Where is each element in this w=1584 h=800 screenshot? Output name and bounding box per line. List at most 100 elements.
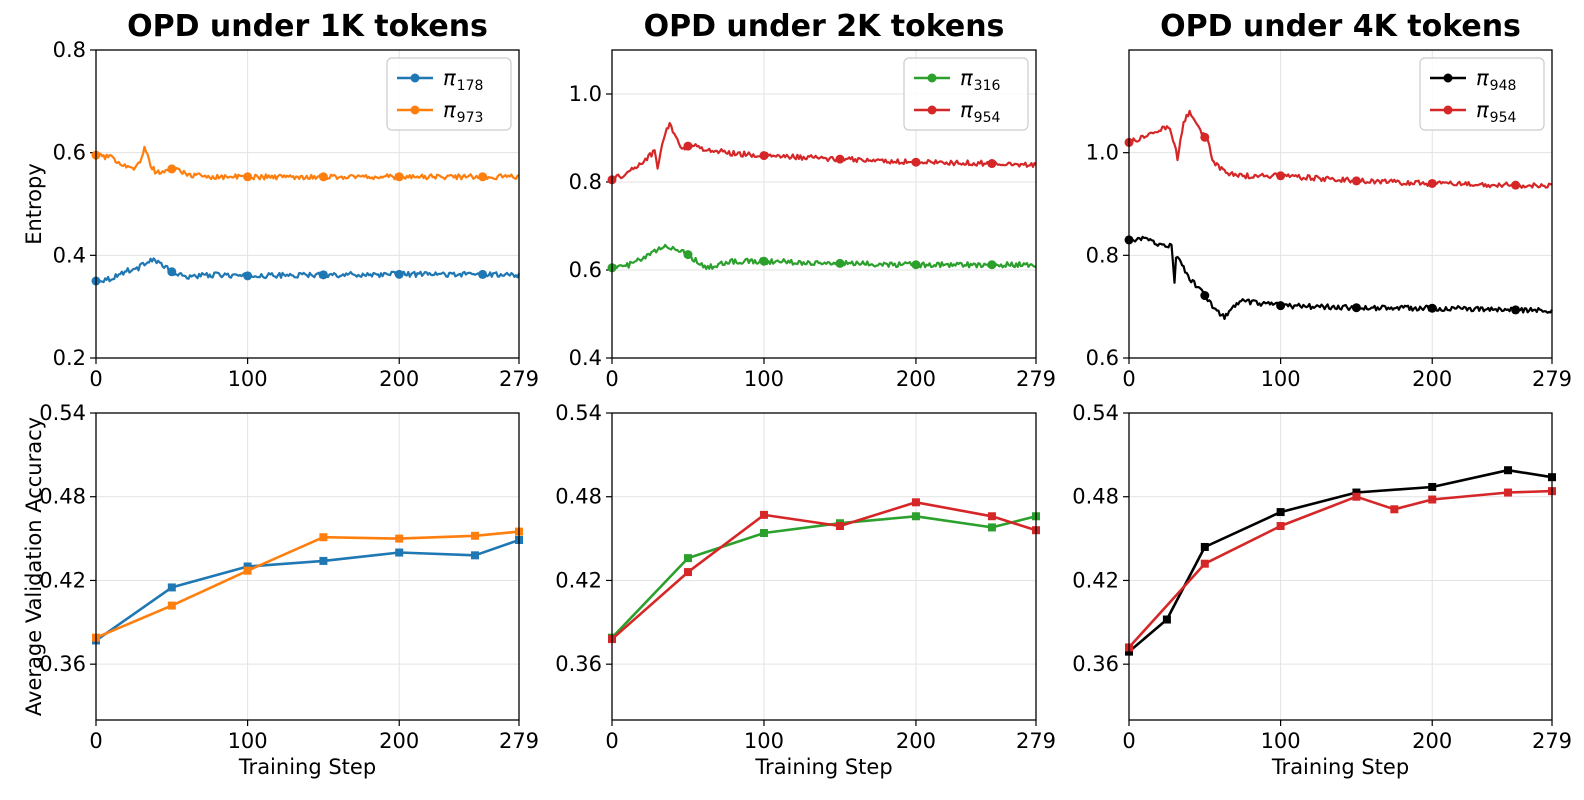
series-line [611,514,1037,639]
data-point-marker [911,260,921,270]
x-axis-label: Training Step [238,755,376,779]
legend-subscript: 948 [1490,78,1517,94]
legend-label: π178 [443,66,483,94]
data-point-marker [987,159,997,169]
chart-title: OPD under 1K tokens [127,9,488,44]
x-tick-label: 200 [896,729,936,753]
series-line [610,121,1037,183]
y-tick-label: 1.0 [569,82,602,106]
legend-symbol: π [960,98,973,122]
y-tick-label: 0.6 [569,258,602,282]
x-tick-label: 0 [605,367,618,391]
data-point-marker [987,260,997,270]
series-line [95,257,521,284]
data-point-marker [1427,303,1437,313]
legend-symbol: π [960,66,973,90]
legend-symbol: π [443,98,456,122]
data-point-marker [1200,542,1209,551]
data-point-marker [911,157,921,167]
x-tick-label: 200 [379,367,419,391]
chart-title: OPD under 2K tokens [644,9,1005,44]
chart-panel-1: 0.2 0.4 0.6 0.8 0 100 200 279 OPD under 1K token… [22,9,539,391]
x-tick-label: 0 [1122,367,1135,391]
data-point-marker [1511,305,1521,315]
x-tick-label: 200 [379,729,419,753]
series-2 [1124,109,1553,190]
legend-label: π954 [960,98,1000,126]
data-point-marker [1428,482,1437,491]
data-point-marker [478,172,488,182]
x-tick-label: 0 [89,367,102,391]
data-point-marker [1504,466,1513,475]
legend-label: π948 [1476,66,1516,94]
data-point-marker [1276,522,1285,531]
x-tick-label: 200 [1412,367,1452,391]
y-axis-label: Entropy [22,163,46,245]
series-line [1128,468,1553,653]
data-point-marker [759,256,769,266]
data-point-marker [1276,171,1286,181]
data-point-marker [167,583,176,592]
series-line [1128,489,1553,649]
data-point-marker [987,512,996,521]
data-point-marker [478,269,488,279]
x-tick-label: 200 [896,367,936,391]
series-1 [607,243,1037,273]
data-point-marker [1162,615,1171,624]
data-point-marker [319,556,328,565]
data-point-marker [471,551,480,560]
data-point-marker [395,548,404,557]
legend-marker [927,73,937,83]
x-tick-label: 100 [744,367,784,391]
data-point-marker [911,498,920,507]
data-point-marker [683,568,692,577]
data-point-marker [394,269,404,279]
legend-marker [1443,105,1453,115]
legend-label: π973 [443,98,483,126]
data-point-marker [1351,303,1361,313]
plot-frame [1128,49,1553,359]
y-tick-label: 0.42 [1072,568,1119,592]
y-tick-label: 0.42 [555,568,602,592]
x-tick-label: 279 [499,367,539,391]
legend-entry: π954 [914,98,1000,126]
legend-subscript: 973 [457,110,484,126]
data-point-marker [1276,301,1286,311]
series-2 [608,498,1040,644]
data-point-marker [1511,180,1521,190]
y-tick-label: 0.8 [569,170,602,194]
data-point-marker [835,258,845,268]
x-tick-label: 100 [744,729,784,753]
y-tick-label: 0.4 [569,346,602,370]
legend-subscript: 316 [974,78,1001,94]
data-point-marker [1504,488,1513,497]
x-tick-label: 100 [1261,729,1301,753]
series-2 [91,145,520,182]
data-point-marker [394,172,404,182]
y-axis-label: Average Validation Accuracy [22,417,46,716]
data-point-marker [167,267,177,277]
series-line [95,538,520,642]
series-line [95,530,520,639]
x-tick-label: 279 [499,729,539,753]
legend-entry: π973 [397,98,483,126]
y-tick-label: 0.6 [1086,346,1119,370]
legend-entry: π178 [397,66,483,94]
series-line [95,145,520,181]
legend-marker [1443,73,1453,83]
legend-symbol: π [443,66,456,90]
data-point-marker [395,534,404,543]
y-tick-label: 0.42 [39,568,86,592]
data-point-marker [1200,291,1210,301]
data-point-marker [759,151,769,161]
data-point-marker [835,522,844,531]
data-point-marker [167,164,177,174]
data-point-marker [683,250,693,260]
legend-subscript: 954 [974,110,1001,126]
y-tick-label: 0.48 [1072,485,1119,509]
x-tick-label: 200 [1412,729,1452,753]
x-tick-label: 279 [1016,367,1056,391]
